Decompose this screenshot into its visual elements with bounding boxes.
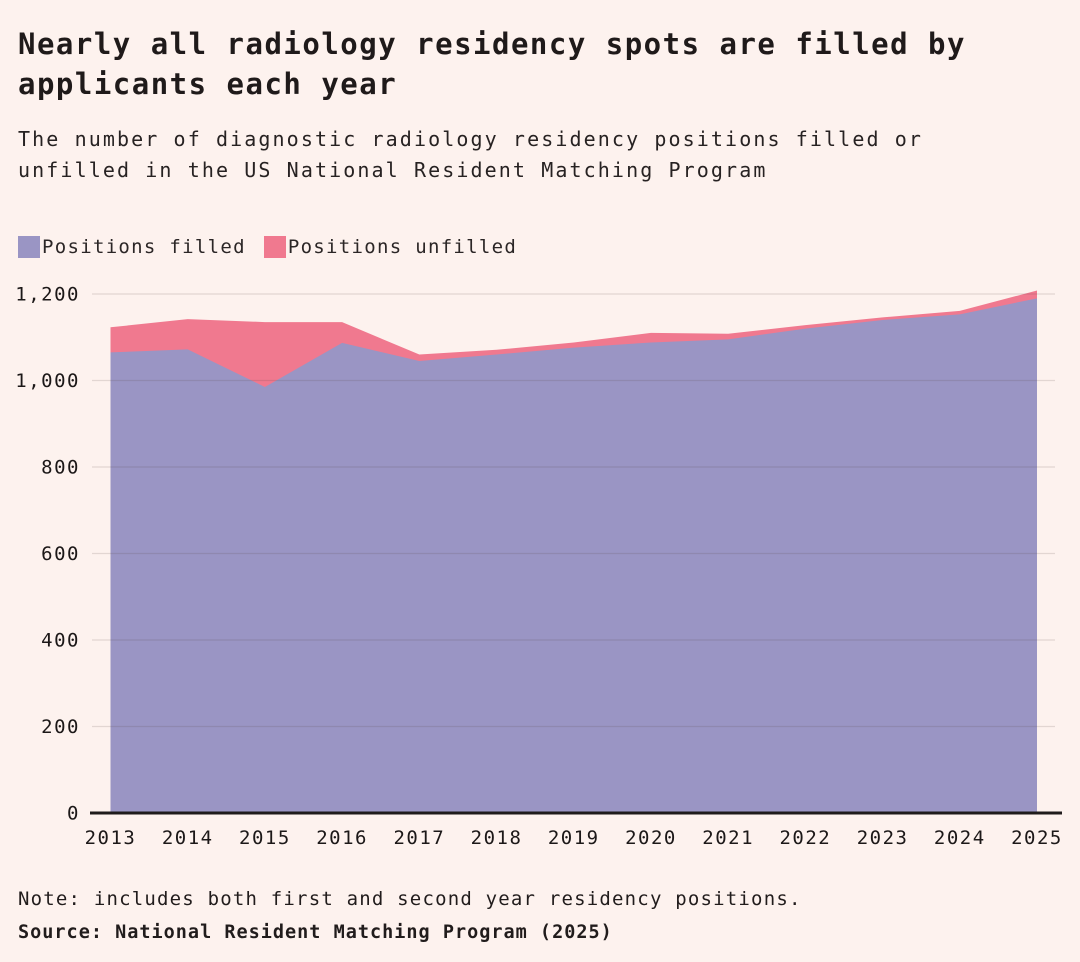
- y-tick-label-200: 200: [41, 716, 80, 738]
- source-credit: Source: National Resident Matching Progr…: [18, 922, 613, 943]
- x-tick-label-2023: 2023: [857, 827, 909, 849]
- y-tick-label-0: 0: [67, 803, 80, 825]
- legend-swatch-filled-icon: [18, 236, 40, 258]
- stacked-area-chart: 0 200 400 600 800 1,000 1,200 2013 2014 2015 2016 2…: [0, 270, 1080, 870]
- chart-title: Nearly all radiology residency spots are…: [18, 27, 966, 101]
- x-tick-label-2024: 2024: [934, 827, 986, 849]
- legend-item-positions-filled: Positions filled: [18, 236, 246, 258]
- y-tick-label-1200: 1,200: [15, 284, 80, 306]
- legend-label-positions-unfilled: Positions unfilled: [287, 236, 518, 258]
- y-tick-label-600: 600: [41, 543, 80, 565]
- x-tick-label-2013: 2013: [85, 827, 137, 849]
- legend: Positions filled Positions unfilled: [18, 236, 1062, 258]
- x-tick-label-2016: 2016: [316, 827, 368, 849]
- x-tick-label-2018: 2018: [471, 827, 523, 849]
- y-tick-label-400: 400: [41, 630, 80, 652]
- x-tick-label-2015: 2015: [239, 827, 291, 849]
- legend-item-positions-unfilled: Positions unfilled: [263, 236, 518, 258]
- x-tick-label-2021: 2021: [702, 827, 754, 849]
- x-tick-label-2025: 2025: [1011, 827, 1063, 849]
- x-tick-label-2020: 2020: [625, 827, 677, 849]
- legend-swatch-unfilled-icon: [263, 236, 286, 258]
- legend-label-positions-filled: Positions filled: [42, 236, 246, 258]
- gridlines: [92, 293, 1055, 728]
- footnote: Note: includes both first and second yea…: [18, 888, 802, 910]
- x-tick-label-2019: 2019: [548, 827, 600, 849]
- x-axis-labels: 2013 2014 2015 2016 2017 2018 2019 2020 2021 2022…: [85, 827, 1063, 849]
- y-tick-label-1000: 1,000: [15, 370, 80, 392]
- x-tick-label-2022: 2022: [779, 827, 831, 849]
- chart-subtitle: The number of diagnostic radiology resid…: [18, 127, 924, 182]
- area-positions-filled: [110, 298, 1037, 813]
- x-tick-label-2014: 2014: [162, 827, 214, 849]
- y-axis-labels: 0 200 400 600 800 1,000 1,200: [15, 284, 80, 825]
- x-tick-label-2017: 2017: [393, 827, 445, 849]
- y-tick-label-800: 800: [41, 457, 80, 479]
